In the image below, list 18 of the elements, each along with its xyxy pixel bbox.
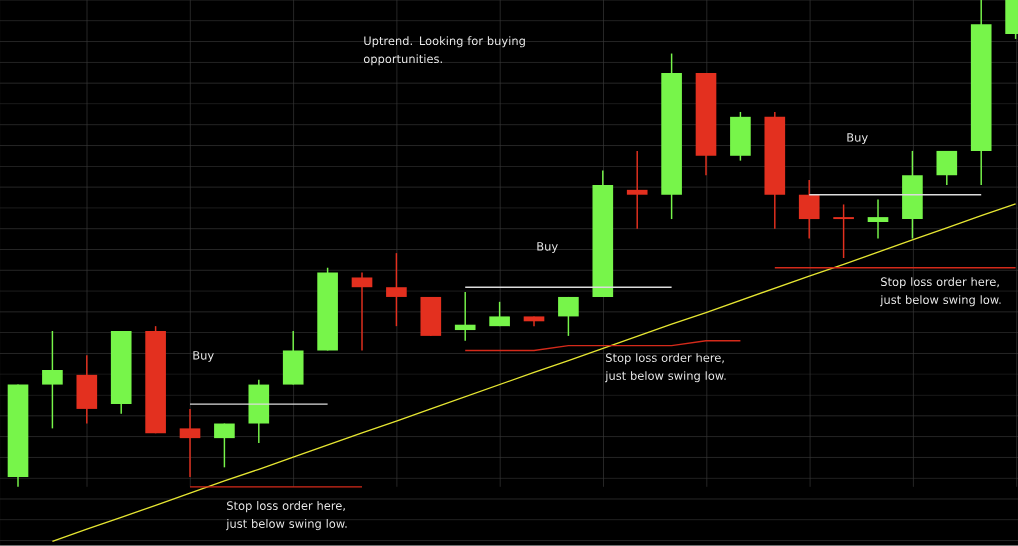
- annotation: Buy: [193, 351, 214, 362]
- candlestick: [489, 301, 510, 328]
- candlestick: [867, 198, 889, 240]
- candlestick: [454, 291, 476, 342]
- candlestick: [626, 150, 648, 230]
- candlestick: [386, 252, 407, 328]
- annotation: Buy: [537, 242, 558, 254]
- text: Stop loss order here, just below swing low.: [226, 501, 347, 531]
- candlestick: [833, 203, 854, 259]
- annotation: Stop loss order here, just below swing low.: [880, 277, 1001, 307]
- candlestick: [558, 296, 579, 337]
- annotation: Uptrend. Looking for buying opportunities.: [363, 36, 525, 66]
- candlestick: [351, 271, 373, 352]
- annotation: Buy: [847, 133, 868, 145]
- annotation: Stop loss order here, just below swing low.: [605, 353, 726, 383]
- candlestick: [42, 330, 63, 430]
- candlestick: [214, 422, 235, 469]
- candlestick: [179, 408, 201, 478]
